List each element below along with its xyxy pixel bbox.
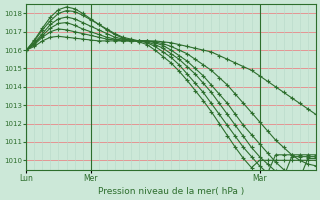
X-axis label: Pression niveau de la mer( hPa ): Pression niveau de la mer( hPa ) — [98, 187, 244, 196]
